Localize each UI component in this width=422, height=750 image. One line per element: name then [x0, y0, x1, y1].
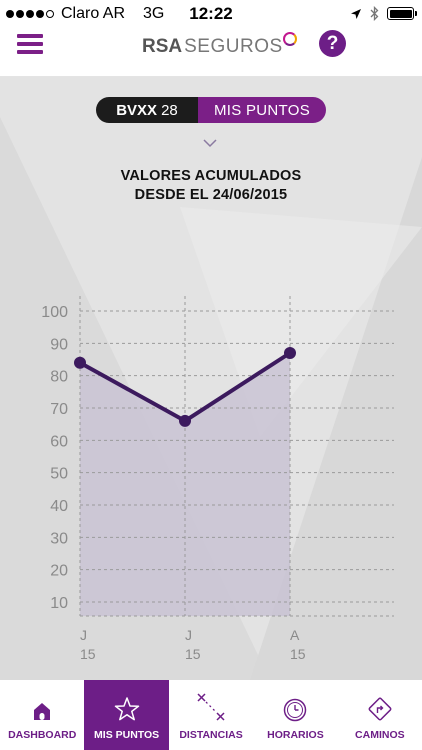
tab-mis-puntos[interactable]: MIS PUNTOS	[84, 680, 169, 750]
points-chart: 10 20 30 40 50 60 70 80 90 100 J 15 J 15 A 15	[41, 296, 394, 662]
tab-mis-puntos-label: MIS PUNTOS	[94, 729, 160, 741]
tab-distancias[interactable]: DISTANCIAS	[169, 680, 253, 750]
chevron-down-icon[interactable]	[203, 138, 217, 148]
hamburger-menu-button[interactable]	[17, 34, 43, 56]
y-tick-label: 80	[50, 369, 68, 386]
network-type: 3G	[143, 5, 165, 22]
tab-horarios-label: HORARIOS	[267, 729, 324, 741]
y-tick-label: 30	[50, 530, 68, 547]
vehicle-plate: BVXX	[116, 101, 158, 119]
home-icon	[34, 703, 51, 720]
y-tick-label: 50	[50, 466, 68, 483]
help-button[interactable]: ?	[319, 30, 346, 57]
clock-icon	[284, 698, 307, 722]
bottom-tab-bar: DASHBOARD MIS PUNTOS DISTANCIAS HORARIOS…	[0, 680, 422, 750]
status-bar: Claro AR 3G 12:22	[0, 0, 422, 28]
chart-title: VALORES ACUMULADOS DESDE EL 24/06/2015	[0, 167, 422, 205]
chart-title-line2: DESDE EL 24/06/2015	[134, 187, 288, 203]
data-point-2	[284, 347, 296, 360]
signal-strength-icon	[6, 10, 54, 18]
vehicle-selector-button[interactable]: BVXX 28	[96, 97, 198, 123]
x-tick-year: 15	[80, 646, 96, 662]
tab-horarios[interactable]: HORARIOS	[253, 680, 337, 750]
points-panel: BVXX 28 MIS PUNTOS VALORES ACUMULADOS DE…	[0, 77, 422, 680]
bluetooth-icon	[370, 6, 379, 21]
data-point-0	[74, 356, 86, 369]
x-tick-year: 15	[185, 646, 201, 662]
chart-title-line1: VALORES ACUMULADOS	[120, 168, 302, 184]
tab-caminos[interactable]: CAMINOS	[338, 680, 422, 750]
status-right	[350, 6, 417, 21]
vehicle-points-toggle: BVXX 28 MIS PUNTOS	[96, 97, 326, 123]
road-sign-icon	[368, 697, 392, 721]
tab-caminos-label: CAMINOS	[355, 729, 405, 741]
logo-rsa-text: RSA	[142, 36, 183, 57]
y-tick-label: 70	[50, 401, 68, 418]
y-tick-label: 100	[41, 304, 68, 321]
x-tick-year: 15	[290, 646, 306, 662]
distance-icon	[197, 693, 225, 721]
vehicle-number: 28	[161, 101, 178, 119]
app-header: RSA SEGUROS ?	[0, 28, 422, 77]
y-tick-label: 10	[50, 595, 68, 612]
y-tick-label: 40	[50, 498, 68, 515]
star-icon	[114, 697, 139, 721]
x-tick-month: J	[185, 627, 192, 643]
rsa-seguros-logo: RSA SEGUROS	[142, 32, 297, 58]
logo-seguros-text: SEGUROS	[184, 36, 283, 57]
battery-icon	[387, 7, 417, 20]
mis-puntos-tab[interactable]: MIS PUNTOS	[198, 97, 326, 123]
y-tick-label: 20	[50, 563, 68, 580]
y-tick-label: 90	[50, 336, 68, 353]
location-arrow-icon	[351, 8, 361, 19]
carrier-name: Claro AR	[61, 5, 126, 22]
x-tick-month: J	[80, 627, 87, 643]
y-tick-label: 60	[50, 433, 68, 450]
status-left: Claro AR 3G	[6, 5, 164, 23]
logo-ring-icon	[282, 32, 297, 46]
x-tick-month: A	[290, 627, 300, 643]
tab-dashboard-label: DASHBOARD	[8, 729, 77, 741]
data-point-1	[179, 414, 191, 427]
tab-distancias-label: DISTANCIAS	[179, 729, 243, 741]
tab-dashboard[interactable]: DASHBOARD	[0, 680, 84, 750]
